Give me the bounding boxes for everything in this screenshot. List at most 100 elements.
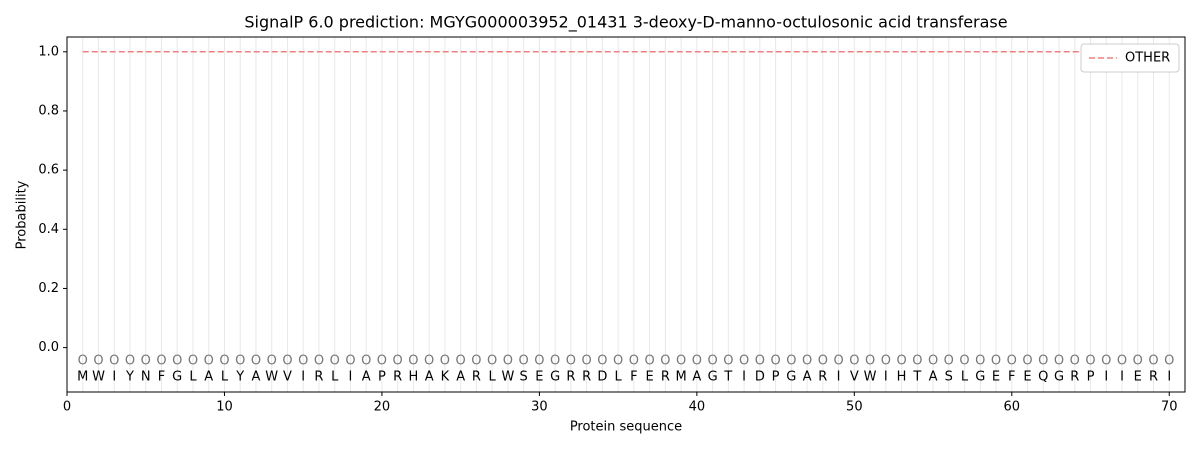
residue-label: Y xyxy=(125,370,134,385)
residue-label: G xyxy=(1054,370,1064,385)
predicted-label: O xyxy=(503,354,513,369)
residue-label: L xyxy=(489,370,497,385)
residue-label: E xyxy=(535,370,543,385)
predicted-label: O xyxy=(660,354,670,369)
predicted-label: O xyxy=(597,354,607,369)
predicted-label: O xyxy=(534,354,544,369)
predicted-label: O xyxy=(676,354,686,369)
x-axis-label: Protein sequence xyxy=(570,420,682,435)
predicted-label: O xyxy=(219,354,229,369)
residue-label: D xyxy=(597,370,607,385)
predicted-label: O xyxy=(1054,354,1064,369)
predicted-label: O xyxy=(377,354,387,369)
predicted-label: O xyxy=(267,354,277,369)
residue-label: S xyxy=(520,370,528,385)
predicted-label: O xyxy=(204,354,214,369)
predicted-label: O xyxy=(251,354,261,369)
y-axis-label: Probability xyxy=(15,180,30,249)
predicted-label: O xyxy=(156,354,166,369)
residue-label: I xyxy=(1104,370,1108,385)
residue-label: T xyxy=(912,370,921,385)
predicted-label: O xyxy=(487,354,497,369)
residue-label: S xyxy=(945,370,953,385)
predicted-label: O xyxy=(78,354,88,369)
residue-label: L xyxy=(615,370,623,385)
predicted-label: O xyxy=(1148,354,1158,369)
residue-label: E xyxy=(992,370,1000,385)
residue-label: I xyxy=(112,370,116,385)
predicted-label: O xyxy=(1085,354,1095,369)
legend-box xyxy=(1080,43,1180,73)
residue-label: A xyxy=(362,370,371,385)
residue-label: I xyxy=(349,370,353,385)
y-tick-label: 0.0 xyxy=(38,340,59,355)
residue-label: A xyxy=(692,370,701,385)
predicted-label: O xyxy=(896,354,906,369)
residue-label: G xyxy=(550,370,560,385)
predicted-label: O xyxy=(818,354,828,369)
predicted-label: O xyxy=(1133,354,1143,369)
x-tick-label: 40 xyxy=(689,400,706,415)
predicted-label: O xyxy=(361,354,371,369)
predicted-label: O xyxy=(424,354,434,369)
residue-label: P xyxy=(378,370,386,385)
residue-label: G xyxy=(975,370,985,385)
predicted-label: O xyxy=(393,354,403,369)
residue-label: R xyxy=(582,370,591,385)
chart-title: SignalP 6.0 prediction: MGYG000003952_01… xyxy=(244,13,1007,33)
y-tick-label: 0.6 xyxy=(38,163,59,178)
x-tick-label: 0 xyxy=(63,400,71,415)
y-tick-label: 1.0 xyxy=(38,44,59,59)
residue-label: A xyxy=(252,370,261,385)
residue-label: W xyxy=(92,370,105,385)
predicted-label: O xyxy=(550,354,560,369)
residue-label: A xyxy=(204,370,213,385)
predicted-label: O xyxy=(456,354,466,369)
residue-label: M xyxy=(676,370,687,385)
x-tick-label: 30 xyxy=(531,400,548,415)
residue-label: G xyxy=(708,370,718,385)
residue-label: T xyxy=(723,370,732,385)
residue-label: W xyxy=(864,370,877,385)
predicted-label: O xyxy=(188,354,198,369)
residue-label: E xyxy=(1023,370,1031,385)
predicted-label: O xyxy=(471,354,481,369)
residue-label: R xyxy=(661,370,670,385)
predicted-label: O xyxy=(519,354,529,369)
predicted-label: O xyxy=(991,354,1001,369)
residue-label: L xyxy=(961,370,969,385)
residue-label: H xyxy=(897,370,907,385)
predicted-label: O xyxy=(345,354,355,369)
residue-label: Y xyxy=(235,370,244,385)
residue-label: V xyxy=(283,370,292,385)
residue-label: R xyxy=(314,370,323,385)
predicted-label: O xyxy=(298,354,308,369)
predicted-label: O xyxy=(959,354,969,369)
residue-label: R xyxy=(1149,370,1158,385)
predicted-label: O xyxy=(613,354,623,369)
predicted-label: O xyxy=(408,354,418,369)
x-tick-label: 20 xyxy=(374,400,391,415)
predicted-label: O xyxy=(125,354,135,369)
predicted-label: O xyxy=(172,354,182,369)
y-tick-label: 0.4 xyxy=(38,222,59,237)
residue-label: D xyxy=(755,370,765,385)
residue-label: A xyxy=(425,370,434,385)
x-tick-label: 60 xyxy=(1004,400,1021,415)
predicted-label: O xyxy=(440,354,450,369)
predicted-label: O xyxy=(1117,354,1127,369)
predicted-label: O xyxy=(786,354,796,369)
plot-frame xyxy=(66,36,1186,393)
x-tick-label: 50 xyxy=(846,400,863,415)
residue-label: N xyxy=(141,370,151,385)
predicted-label: O xyxy=(109,354,119,369)
residue-label: I xyxy=(1167,370,1171,385)
predicted-label: O xyxy=(93,354,103,369)
predicted-label: O xyxy=(314,354,324,369)
predicted-label: O xyxy=(755,354,765,369)
residue-label: L xyxy=(221,370,229,385)
predicted-label: O xyxy=(1164,354,1174,369)
residue-label: R xyxy=(393,370,402,385)
residue-label: E xyxy=(1134,370,1142,385)
residue-label: I xyxy=(301,370,305,385)
